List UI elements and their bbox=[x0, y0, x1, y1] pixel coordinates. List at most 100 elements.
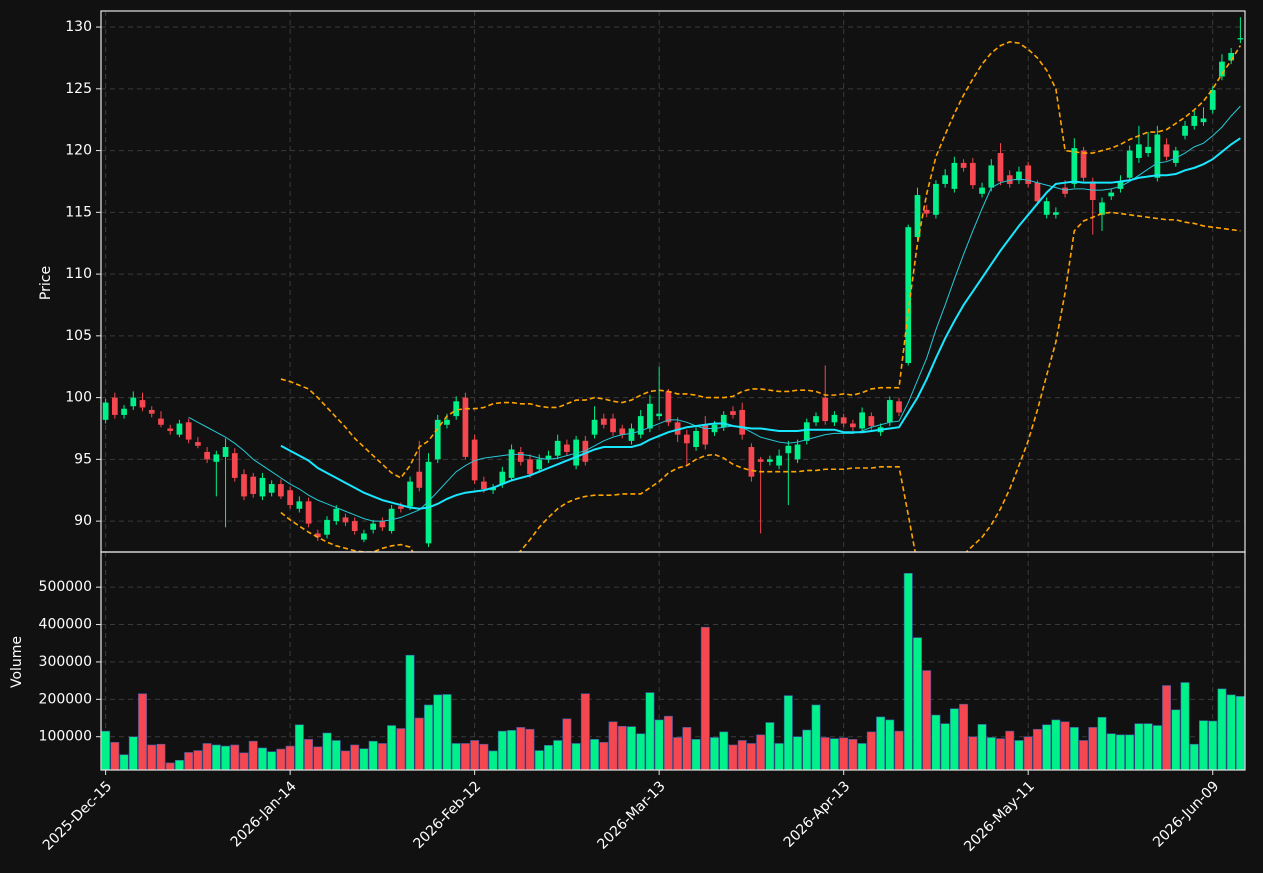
volume-bar bbox=[350, 744, 360, 771]
candle-body bbox=[822, 397, 829, 422]
candle-body bbox=[1117, 181, 1124, 189]
volume-bar bbox=[682, 727, 692, 771]
volume-bar bbox=[876, 716, 886, 771]
volume-bar bbox=[599, 742, 609, 771]
candle-body bbox=[988, 165, 995, 188]
volume-bar bbox=[387, 725, 397, 771]
candle-body bbox=[1080, 150, 1087, 178]
candle-body bbox=[527, 459, 533, 475]
candle-body bbox=[1136, 144, 1142, 158]
candle-body bbox=[886, 400, 893, 423]
volume-bar bbox=[719, 731, 729, 771]
volume-bar bbox=[673, 737, 683, 771]
candle-body bbox=[130, 397, 137, 407]
candle-body bbox=[979, 187, 985, 194]
volume-bar bbox=[202, 743, 212, 771]
volume-bar bbox=[414, 717, 424, 771]
volume-bar bbox=[368, 740, 378, 771]
candle-body bbox=[573, 439, 579, 466]
candle-body bbox=[185, 422, 192, 440]
candle-body bbox=[914, 195, 921, 238]
volume-bar bbox=[442, 694, 452, 771]
candle-body bbox=[545, 455, 552, 460]
candle-body bbox=[1145, 146, 1151, 154]
y-tick-label: 125 bbox=[65, 81, 92, 97]
candle-body bbox=[1108, 192, 1115, 197]
volume-bar bbox=[802, 729, 812, 771]
volume-bar bbox=[774, 743, 784, 771]
volume-bar bbox=[128, 736, 138, 771]
candle-body bbox=[951, 162, 958, 189]
volume-bar bbox=[285, 745, 295, 771]
candle-body bbox=[222, 447, 229, 457]
candle-body bbox=[1209, 90, 1216, 110]
candle-body bbox=[637, 416, 644, 435]
candle-body bbox=[499, 471, 506, 485]
volume-bar bbox=[894, 730, 904, 771]
volume-bar bbox=[276, 748, 286, 771]
volume-bar bbox=[857, 743, 867, 771]
candle-body bbox=[167, 428, 174, 431]
volume-bar bbox=[248, 740, 258, 771]
candle-body bbox=[554, 440, 561, 456]
candle-body bbox=[564, 444, 570, 452]
volume-bar bbox=[101, 730, 111, 771]
y-tick-label: 500000 bbox=[39, 579, 92, 595]
volume-bar bbox=[451, 743, 461, 771]
volume-bar bbox=[1189, 743, 1199, 771]
x-tick-label: 2026-Jun-09 bbox=[1150, 778, 1222, 850]
candle-body bbox=[370, 523, 377, 530]
volume-bar bbox=[294, 724, 304, 771]
volume-bar bbox=[507, 730, 516, 771]
candle-body bbox=[702, 424, 709, 445]
candle-body bbox=[905, 227, 912, 364]
candle-body bbox=[259, 477, 266, 497]
y-tick-label: 400000 bbox=[39, 617, 92, 633]
candle-body bbox=[730, 411, 736, 415]
candle-body bbox=[1062, 187, 1068, 194]
volume-bar bbox=[267, 751, 277, 771]
candle-body bbox=[517, 451, 524, 462]
volume-bar bbox=[627, 726, 636, 771]
y-tick-label: 100 bbox=[65, 390, 92, 406]
volume-bar bbox=[331, 740, 341, 771]
y-tick-label: 130 bbox=[65, 19, 92, 35]
volume-bar bbox=[829, 738, 839, 771]
volume-bar bbox=[193, 750, 203, 771]
candle-body bbox=[102, 402, 109, 420]
candle-body bbox=[1016, 171, 1022, 181]
candle-body bbox=[767, 459, 773, 462]
volume-bar bbox=[359, 748, 369, 771]
candle-body bbox=[490, 487, 496, 491]
volume-bar bbox=[1171, 709, 1181, 771]
candle-body bbox=[1182, 125, 1188, 136]
candle-body bbox=[1043, 201, 1050, 215]
candle-body bbox=[231, 453, 238, 478]
candle-body bbox=[351, 521, 358, 532]
candle-body bbox=[1034, 182, 1041, 202]
volume-bar bbox=[737, 740, 747, 771]
volume-bar bbox=[968, 736, 978, 771]
y-tick-label: 95 bbox=[74, 451, 92, 467]
candle-body bbox=[896, 401, 902, 413]
volume-bar bbox=[562, 718, 572, 771]
volume-bar bbox=[341, 750, 350, 771]
volume-bar bbox=[977, 724, 987, 771]
indicator-line bbox=[280, 137, 1241, 510]
volume-bar bbox=[313, 746, 323, 771]
volume-bar bbox=[479, 743, 489, 771]
candle-body bbox=[665, 391, 672, 423]
candle-body bbox=[462, 397, 469, 457]
volume-bar bbox=[110, 742, 120, 771]
volume-bar bbox=[1032, 728, 1042, 771]
volume-bar bbox=[304, 739, 314, 771]
volume-bar bbox=[488, 750, 498, 771]
y-tick-label: 120 bbox=[65, 143, 92, 159]
volume-bar bbox=[986, 737, 996, 771]
candle-body bbox=[342, 517, 349, 523]
candle-body bbox=[1154, 134, 1161, 178]
volume-bar bbox=[1125, 734, 1135, 771]
volume-bar bbox=[1051, 719, 1061, 771]
candle-body bbox=[195, 442, 201, 446]
volume-bar bbox=[746, 743, 756, 771]
